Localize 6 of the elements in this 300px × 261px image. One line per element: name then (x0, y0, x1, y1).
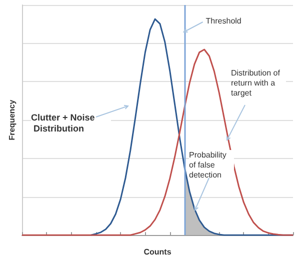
annotation: Threshold (206, 16, 242, 26)
y-axis-title: Frequency (8, 99, 16, 140)
x-axis-title: Counts (144, 248, 172, 256)
annotation: Probability of false detection (189, 150, 229, 180)
annotation: Clutter + Noise Distribution (31, 112, 95, 134)
annotation: Distribution of return with a target (231, 68, 282, 98)
